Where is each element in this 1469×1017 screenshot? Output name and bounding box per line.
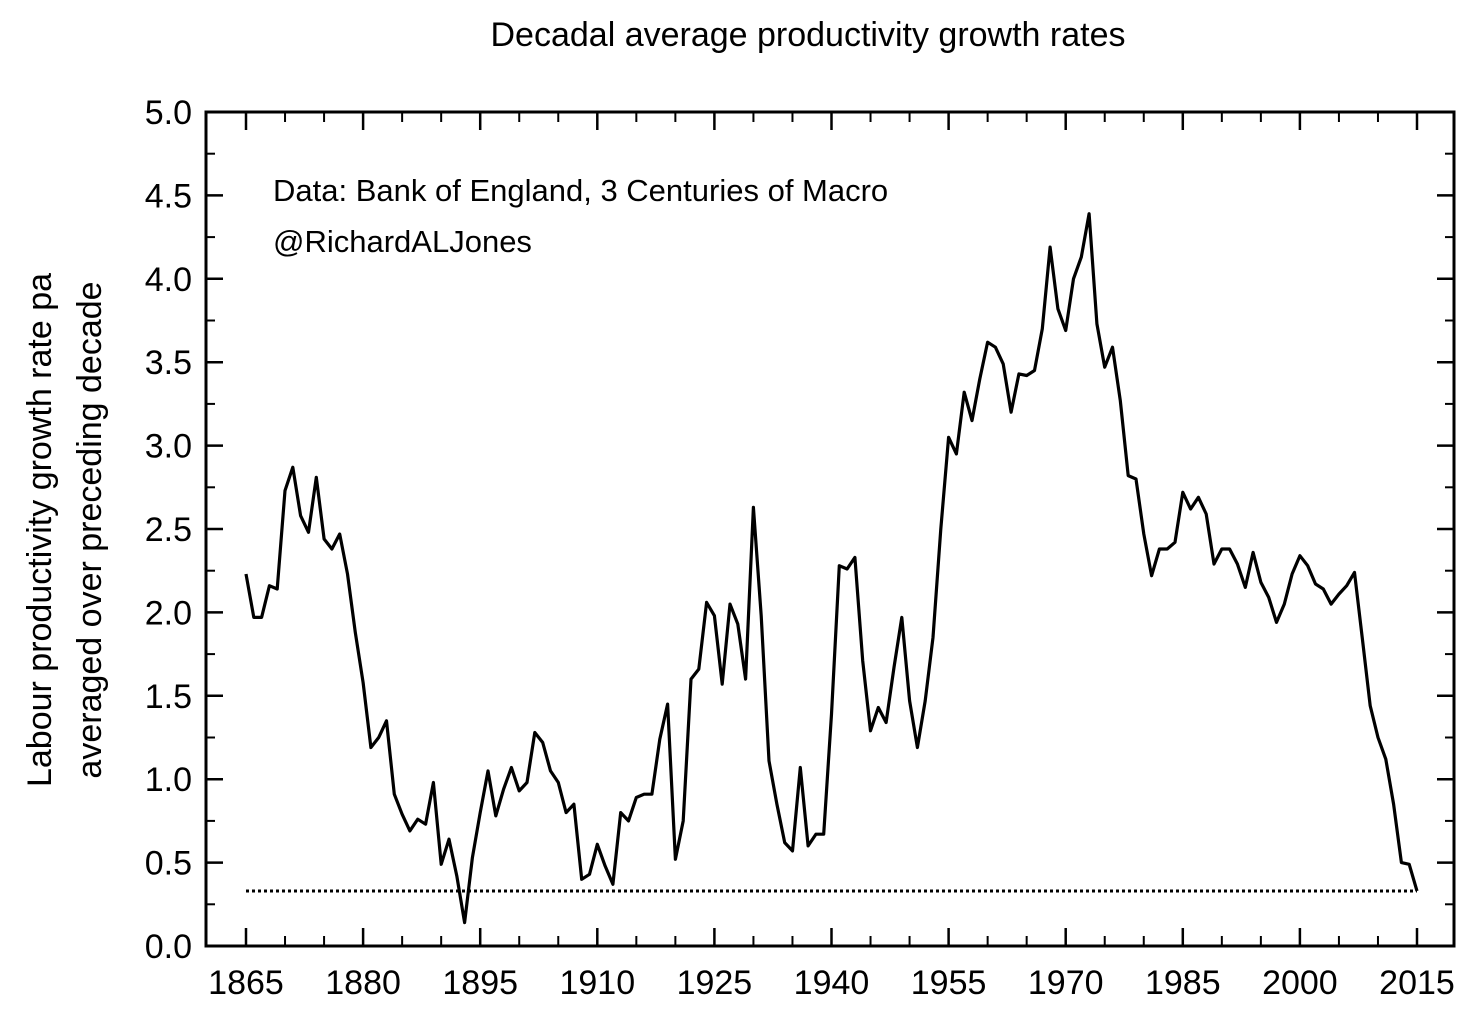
y-tick-label: 0.5 [145, 845, 192, 883]
author-annotation: @RichardALJones [273, 224, 532, 259]
y-tick-label: 3.0 [145, 428, 192, 466]
y-axis-label: Labour productivity growth rate pa avera… [21, 273, 109, 787]
x-tick-label: 1895 [442, 964, 518, 1002]
y-tick-label: 4.0 [145, 261, 192, 299]
y-axis-label-line-1: Labour productivity growth rate pa [21, 273, 59, 787]
x-tick-label: 1970 [1028, 964, 1104, 1002]
axis-ticks [206, 110, 1454, 948]
chart-title: Decadal average productivity growth rate… [491, 16, 1126, 54]
x-tick-label: 2000 [1262, 964, 1338, 1002]
y-tick-label: 2.0 [145, 594, 192, 632]
source-annotation: Data: Bank of England, 3 Centuries of Ma… [273, 173, 888, 208]
x-tick-label: 1940 [794, 964, 870, 1002]
x-tick-label: 1925 [677, 964, 753, 1002]
x-tick-label: 1985 [1145, 964, 1221, 1002]
y-tick-label: 4.5 [145, 177, 192, 215]
y-tick-label: 3.5 [145, 344, 192, 382]
plot-frame [204, 110, 1456, 948]
y-tick-labels: 0.0 0.5 1.0 1.5 2.0 2.5 3.0 3.5 4.0 4.5 5.0 [145, 94, 192, 966]
x-tick-label: 1865 [208, 964, 284, 1002]
y-tick-label: 5.0 [145, 94, 192, 132]
y-tick-label: 1.0 [145, 761, 192, 799]
x-tick-labels: 1865 1880 1895 1910 1925 1940 1955 1970 1985 2000… [208, 964, 1455, 1002]
x-tick-label: 1910 [559, 964, 635, 1002]
series-layer [244, 212, 1419, 925]
y-tick-label: 1.5 [145, 678, 192, 716]
y-axis-label-line-2: averaged over preceding decade [71, 281, 109, 778]
x-tick-label: 1880 [325, 964, 401, 1002]
y-tick-label: 0.0 [145, 928, 192, 966]
y-tick-label: 2.5 [145, 511, 192, 549]
productivity-growth-line [244, 212, 1419, 925]
x-tick-label: 1955 [911, 964, 987, 1002]
x-tick-label: 2015 [1379, 964, 1455, 1002]
